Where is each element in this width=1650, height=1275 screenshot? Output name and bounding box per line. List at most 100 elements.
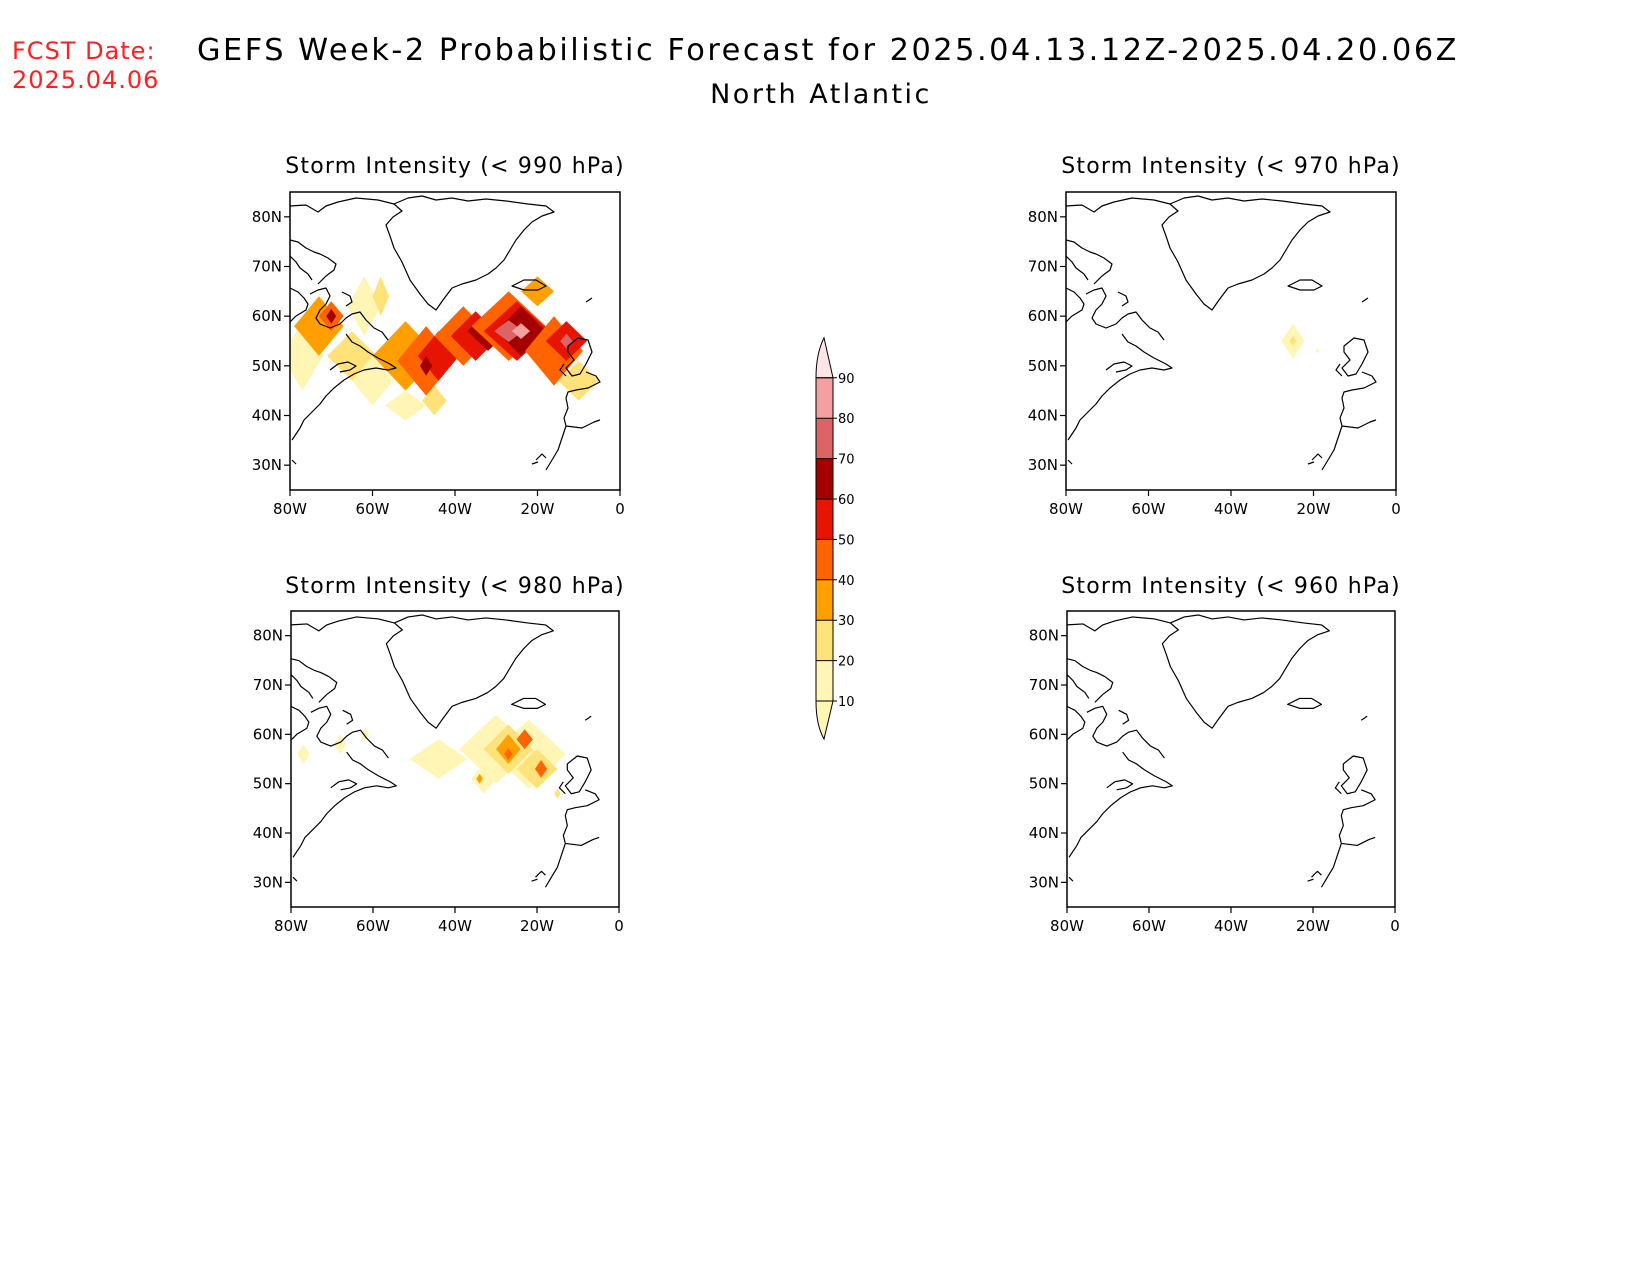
lat-tick-label: 60N	[1028, 307, 1058, 325]
lat-tick-label: 50N	[253, 775, 283, 793]
colorbar-high-triangle	[815, 336, 834, 379]
probability-fill	[1281, 323, 1320, 359]
colorbar-tick-label: 20	[838, 655, 855, 670]
probability-cell	[558, 360, 600, 401]
lon-tick-label: 40W	[1214, 500, 1248, 518]
lat-tick-label: 80N	[252, 208, 282, 226]
probability-cell	[1315, 348, 1320, 354]
probability-cell	[419, 355, 433, 376]
lon-tick-label: 60W	[1132, 917, 1166, 935]
panel-990hpa: Storm Intensity (< 990 hPa) 80N 70N 60N 50N 4…	[252, 154, 625, 518]
colorbar-legend: 10 20 30 40 50 60 70 80 90	[815, 336, 855, 741]
fcst-date-value: 2025.04.06	[12, 66, 159, 94]
colorbar-swatch	[816, 660, 833, 701]
lat-tick-label: 60N	[1029, 725, 1059, 743]
probability-cell	[327, 331, 377, 381]
lon-tick-label: 80W	[273, 500, 307, 518]
fcst-date-label: FCST Date:	[12, 37, 156, 65]
probability-cell	[372, 276, 389, 317]
coastline	[1066, 195, 1377, 471]
lat-tick-label: 30N	[1028, 456, 1058, 474]
probability-cell	[360, 726, 369, 742]
lat-tick-label: 50N	[1029, 775, 1059, 793]
lat-tick-label: 70N	[1028, 258, 1058, 276]
lon-tick-label: 20W	[1297, 500, 1331, 518]
panel-title: Storm Intensity (< 970 hPa)	[1061, 154, 1401, 179]
probability-cell	[297, 744, 310, 764]
probability-cell	[504, 748, 513, 760]
probability-cell	[409, 739, 468, 779]
colorbar-swatch	[816, 620, 833, 661]
panel-title: Storm Intensity (< 980 hPa)	[285, 574, 625, 599]
lat-tick-label: 70N	[253, 676, 283, 694]
lon-tick-label: 80W	[1050, 917, 1084, 935]
lon-tick-label: 40W	[438, 917, 472, 935]
colorbar-swatch	[816, 418, 833, 459]
lat-tick-label: 40N	[253, 824, 283, 842]
map-frame	[1065, 191, 1397, 491]
lat-tick-label: 80N	[1028, 208, 1058, 226]
probability-cell	[326, 308, 337, 324]
probability-cell	[494, 320, 524, 342]
colorbar-low-triangle	[815, 700, 834, 741]
probability-cell	[290, 321, 323, 391]
lat-tick-label: 50N	[252, 357, 282, 375]
panel-970hpa: Storm Intensity (< 970 hPa) 80N 70N 60N 50N 4…	[1028, 154, 1401, 518]
lat-tick-label: 60N	[252, 307, 282, 325]
lat-tick-label: 50N	[1028, 357, 1058, 375]
colorbar-tick-label: 30	[838, 614, 855, 629]
lat-tick-label: 80N	[253, 627, 283, 645]
lon-tick-label: 0	[615, 500, 625, 518]
colorbar-swatch	[816, 377, 833, 419]
probability-fill	[290, 276, 600, 421]
panel-title: Storm Intensity (< 960 hPa)	[1061, 574, 1401, 599]
lon-tick-label: 0	[1391, 500, 1401, 518]
colorbar-swatch	[816, 579, 833, 621]
colorbar-swatch	[816, 539, 833, 580]
lon-tick-label: 80W	[1049, 500, 1083, 518]
colorbar-swatch	[816, 499, 833, 540]
colorbar-tick-label: 70	[838, 453, 855, 468]
probability-cell	[294, 296, 344, 356]
probability-cell	[422, 385, 447, 416]
lon-tick-label: 0	[614, 917, 624, 935]
lat-tick-label: 30N	[1029, 873, 1059, 891]
lat-tick-label: 80N	[1029, 627, 1059, 645]
probability-cell	[554, 788, 561, 799]
panel-980hpa: Storm Intensity (< 980 hPa) 80N 70N 60N 50N 4…	[253, 574, 625, 935]
lon-tick-label: 40W	[1214, 917, 1248, 935]
probability-cell	[1289, 336, 1297, 346]
lat-tick-label: 60N	[253, 725, 283, 743]
colorbar-tick-label: 10	[838, 695, 855, 710]
lon-tick-label: 20W	[1296, 917, 1330, 935]
lat-tick-label: 30N	[253, 873, 283, 891]
probability-fill	[297, 714, 566, 799]
lon-tick-label: 20W	[521, 500, 555, 518]
colorbar-tick-label: 60	[838, 493, 855, 508]
probability-cell	[351, 355, 394, 406]
coastline	[1067, 614, 1376, 888]
probability-cell	[471, 763, 496, 794]
probability-cell	[516, 729, 533, 750]
probability-cell	[534, 759, 548, 778]
lon-tick-label: 60W	[1132, 500, 1166, 518]
probability-cell	[521, 276, 554, 307]
map-frame	[1066, 610, 1396, 908]
panel-960hpa: Storm Intensity (< 960 hPa) 80N 70N 60N 50N 4…	[1029, 574, 1401, 935]
lon-tick-label: 60W	[356, 917, 390, 935]
panel-title: Storm Intensity (< 990 hPa)	[285, 154, 625, 179]
figure-title: GEFS Week-2 Probabilistic Forecast for 2…	[197, 33, 1459, 68]
probability-cell	[384, 390, 427, 421]
probability-cell	[347, 276, 381, 337]
lon-tick-label: 40W	[438, 500, 472, 518]
colorbar-swatch	[816, 458, 833, 499]
colorbar-tick-label: 90	[838, 372, 855, 387]
probability-cell	[511, 323, 531, 340]
colorbar-tick-label: 50	[838, 533, 855, 548]
lon-tick-label: 60W	[356, 500, 390, 518]
lon-tick-label: 0	[1390, 917, 1400, 935]
colorbar-tick-label: 40	[838, 574, 855, 589]
lat-tick-label: 70N	[1029, 676, 1059, 694]
colorbar-tick-label: 80	[838, 412, 855, 427]
